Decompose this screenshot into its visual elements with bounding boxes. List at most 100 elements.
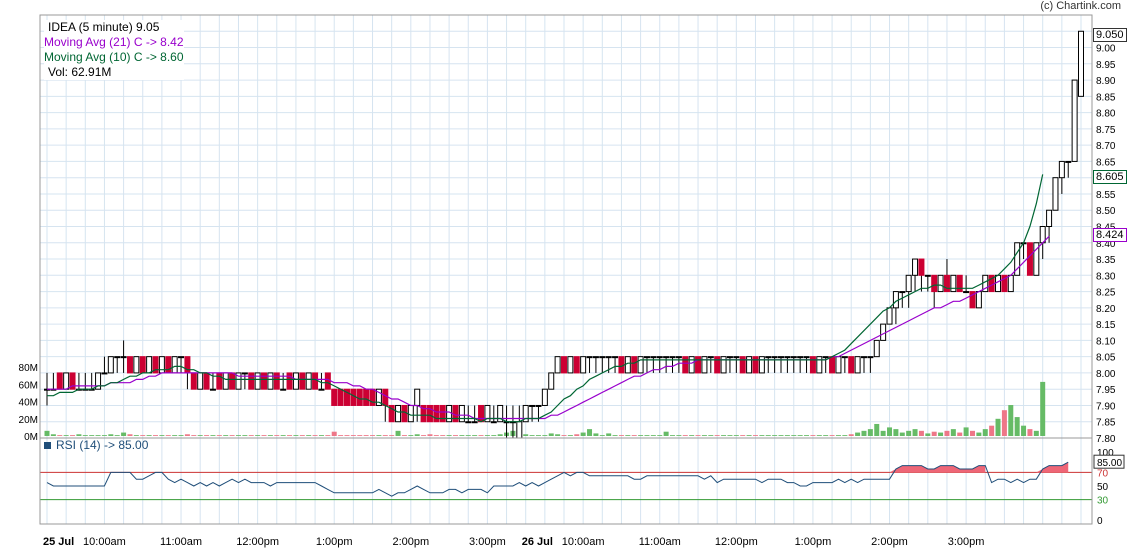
volume-bar [478, 435, 484, 436]
volume-bar [1001, 410, 1007, 436]
volume-bar [1014, 417, 1020, 436]
candle-body [478, 404, 485, 423]
rsi-legend-marker [44, 442, 51, 449]
x-tick-label: 10:00am [562, 536, 605, 548]
price-tick-label: 8.65 [1096, 157, 1116, 168]
volume-bar [989, 425, 995, 436]
candle-body [963, 291, 970, 294]
candle-body [726, 356, 733, 359]
candle-body [286, 372, 293, 390]
volume-bar [740, 435, 746, 436]
volume-bar [855, 432, 861, 436]
volume-bar [721, 435, 727, 436]
candle-body [860, 356, 867, 359]
volume-bar [542, 435, 548, 436]
volume-bar [1021, 425, 1027, 436]
candle-body [471, 421, 478, 424]
volume-bar [229, 435, 235, 436]
volume-bar [82, 435, 88, 436]
candle-body [1078, 30, 1084, 97]
x-tick-label: 12:00pm [715, 536, 758, 548]
candle-body [446, 404, 453, 423]
candle-body [950, 274, 957, 293]
volume-bar [121, 432, 127, 436]
volume-bar [644, 435, 650, 436]
volume-bar [823, 435, 829, 436]
volume-bar [650, 435, 656, 436]
copyright-text[interactable]: (c) Chartink.com [1040, 0, 1121, 12]
candle-body [701, 356, 708, 374]
candle-body [222, 372, 229, 390]
candle-body [426, 404, 433, 423]
price-tick-label: 8.05 [1096, 353, 1116, 364]
candle-body [758, 356, 765, 374]
volume-bar [631, 435, 637, 436]
volume-bar [191, 435, 197, 436]
x-tick-label: 26 Jul [522, 536, 553, 548]
volume-bar [861, 430, 867, 436]
price-tick-label: 8.15 [1096, 320, 1116, 331]
candle-body [146, 356, 153, 374]
volume-bar [1040, 381, 1046, 436]
volume-bar [287, 435, 293, 436]
candle-body [733, 356, 740, 359]
volume-bar [969, 430, 975, 436]
price-tick-label: 8.70 [1096, 141, 1116, 152]
candle-body [637, 356, 644, 374]
volume-bar [140, 435, 146, 436]
rsi-value-badge [1093, 454, 1125, 469]
price-tick-label: 8.55 [1096, 190, 1116, 201]
volume-bar [395, 430, 401, 436]
candle-body [414, 388, 421, 406]
candle-body [746, 356, 753, 374]
volume-bar [778, 435, 784, 436]
volume-bar [612, 435, 618, 436]
candle-body [924, 274, 931, 277]
candle-body [363, 388, 370, 406]
volume-bar [216, 435, 222, 436]
candle-body [695, 356, 702, 374]
volume-bar [427, 434, 433, 436]
volume-bars [44, 381, 1046, 436]
volume-bar [727, 435, 733, 436]
volume-tick-label: 0M [24, 432, 38, 443]
volume-bar [146, 435, 152, 436]
candle-body [497, 404, 504, 423]
x-tick-label: 11:00am [160, 536, 202, 548]
volume-bar [465, 435, 471, 436]
candle-body [848, 356, 855, 374]
volume-bar [280, 435, 286, 436]
volume-bar [376, 435, 382, 436]
candle-body [280, 388, 287, 391]
candle-body [1052, 177, 1059, 211]
volume-bar [452, 435, 458, 436]
volume-bar [127, 434, 133, 436]
candle-body [56, 372, 63, 390]
grid-lines [40, 15, 1092, 524]
candle-body [784, 356, 791, 359]
volume-bar [318, 435, 324, 436]
candles [44, 30, 1084, 439]
rsi-panel-frame [39, 437, 1093, 525]
candle-body [1007, 274, 1014, 293]
candle-body [822, 356, 829, 359]
volume-bar [995, 418, 1001, 436]
x-tick-label: 11:00am [639, 536, 681, 548]
candle-body [1058, 160, 1065, 179]
volume-bar [670, 435, 676, 436]
candle-body [943, 274, 950, 293]
candle-body [541, 388, 548, 406]
price-tick-label: 8.40 [1096, 239, 1116, 250]
candle-body [643, 356, 650, 359]
volume-bar [701, 435, 707, 436]
volume-bar [835, 435, 841, 436]
candle-body [254, 372, 261, 390]
candle-body [484, 404, 491, 423]
legend-ma10: Moving Avg (10) C -> 8.60 [44, 50, 184, 64]
candle-body [752, 356, 759, 374]
candle-body [190, 372, 197, 390]
candle-body [299, 372, 306, 390]
candle-body [184, 356, 191, 374]
volume-bar [255, 435, 261, 436]
candle-body [235, 372, 242, 390]
